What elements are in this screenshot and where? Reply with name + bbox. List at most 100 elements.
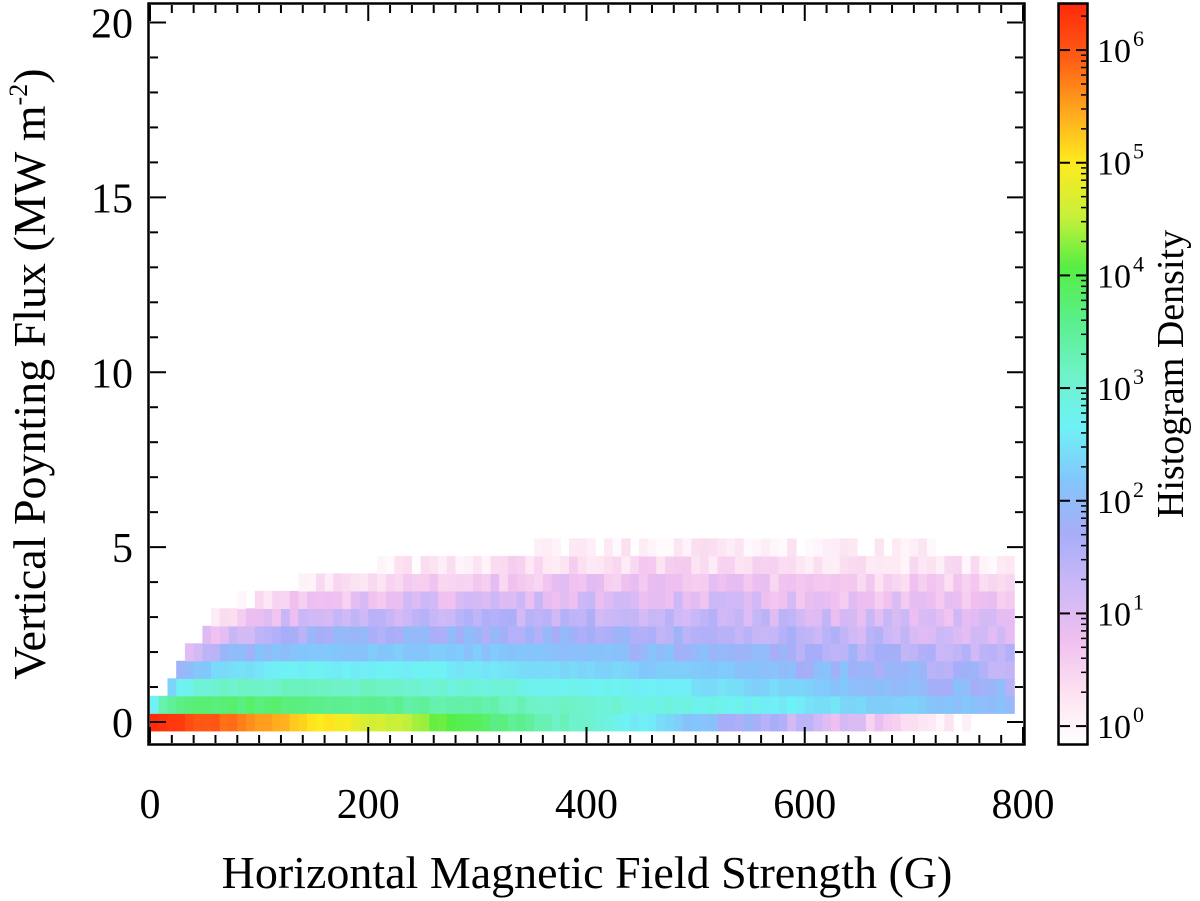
heatmap-cell: [542, 625, 553, 644]
heatmap-cell: [874, 660, 884, 679]
heatmap-cell: [394, 660, 404, 679]
heatmap-cell: [481, 678, 491, 697]
heatmap-cell: [857, 555, 867, 574]
heatmap-cell: [211, 713, 221, 732]
heatmap-cell: [708, 643, 718, 662]
heatmap-cell: [377, 555, 387, 574]
heatmap-cell: [988, 660, 998, 679]
heatmap-cell: [822, 643, 832, 662]
heatmap-cell: [953, 643, 963, 662]
heatmap-cell: [246, 625, 256, 644]
heatmap-cell: [272, 608, 282, 627]
heatmap-cell: [892, 608, 902, 627]
heatmap-cell: [883, 590, 893, 609]
heatmap-cell: [542, 538, 553, 557]
heatmap-cell: [761, 538, 771, 557]
heatmap-cell: [586, 573, 596, 592]
heatmap-cell: [280, 590, 291, 609]
heatmap-cell: [184, 678, 195, 697]
heatmap-cell: [638, 660, 649, 679]
heatmap-cell: [420, 608, 430, 627]
heatmap-cell: [761, 695, 771, 714]
heatmap-cell: [368, 695, 378, 714]
heatmap-cell: [944, 590, 954, 609]
heatmap-cell: [560, 573, 570, 592]
heatmap-cell: [830, 643, 841, 662]
heatmap-cell: [865, 608, 876, 627]
heatmap-cell: [586, 555, 596, 574]
heatmap-cell: [342, 573, 352, 592]
heatmap-cell: [874, 678, 884, 697]
heatmap-cell: [778, 625, 788, 644]
heatmap-cell: [944, 625, 954, 644]
heatmap-cell: [830, 660, 841, 679]
heatmap-cell: [665, 573, 675, 592]
heatmap-cell: [638, 678, 649, 697]
heatmap-cell: [473, 678, 483, 697]
heatmap-cell: [804, 660, 815, 679]
heatmap-cell: [298, 695, 308, 714]
heatmap-cell: [621, 660, 631, 679]
heatmap-cell: [996, 643, 1007, 662]
heatmap-cell: [298, 713, 308, 732]
heatmap-cell: [621, 590, 631, 609]
heatmap-cell: [874, 573, 884, 592]
y-tick-label: 20: [91, 1, 133, 47]
heatmap-cell: [167, 713, 177, 732]
heatmap-cell: [385, 608, 395, 627]
heatmap-cell: [307, 695, 317, 714]
heatmap-cell: [394, 678, 404, 697]
heatmap-cell: [560, 608, 570, 627]
heatmap-cell: [988, 590, 998, 609]
heatmap-cell: [272, 660, 282, 679]
heatmap-cell: [237, 660, 247, 679]
heatmap-cell: [796, 625, 806, 644]
heatmap-cell: [700, 590, 710, 609]
heatmap-cell: [534, 695, 544, 714]
heatmap-cell: [673, 590, 684, 609]
heatmap-cell: [700, 608, 710, 627]
heatmap-cell: [359, 678, 369, 697]
heatmap-cell: [787, 625, 797, 644]
heatmap-cell: [211, 608, 221, 627]
heatmap-cell: [577, 625, 588, 644]
heatmap-cell: [1005, 590, 1015, 609]
heatmap-cell: [394, 643, 404, 662]
heatmap-cell: [403, 678, 413, 697]
heatmap-cell: [280, 660, 291, 679]
heatmap-cell: [970, 695, 980, 714]
heatmap-cell: [551, 695, 561, 714]
heatmap-cell: [944, 555, 954, 574]
heatmap-cell: [839, 713, 849, 732]
heatmap-cell: [542, 660, 553, 679]
heatmap-cell: [883, 678, 893, 697]
heatmap-cell: [377, 573, 387, 592]
heatmap-cell: [752, 538, 762, 557]
heatmap-cell: [176, 695, 186, 714]
heatmap-cell: [586, 590, 596, 609]
heatmap-cell: [830, 590, 841, 609]
heatmap-cell: [865, 713, 876, 732]
heatmap-cell: [385, 678, 395, 697]
heatmap-cell: [700, 660, 710, 679]
heatmap-cell: [874, 538, 884, 557]
heatmap-cell: [315, 590, 326, 609]
heatmap-cell: [551, 608, 561, 627]
heatmap-cell: [979, 573, 989, 592]
heatmap-cell: [865, 695, 876, 714]
heatmap-cell: [717, 573, 727, 592]
heatmap-cell: [726, 643, 736, 662]
heatmap-cell: [586, 538, 596, 557]
heatmap-cell: [464, 608, 474, 627]
heatmap-cell: [525, 643, 535, 662]
heatmap-cell: [184, 643, 195, 662]
heatmap-cell: [473, 713, 483, 732]
heatmap-cell: [263, 625, 273, 644]
heatmap-cell: [438, 573, 448, 592]
heatmap-cell: [769, 713, 780, 732]
heatmap-cell: [700, 573, 710, 592]
heatmap-cell: [647, 660, 657, 679]
heatmap-cell: [569, 625, 579, 644]
heatmap-cell: [752, 625, 762, 644]
heatmap-cell: [569, 660, 579, 679]
